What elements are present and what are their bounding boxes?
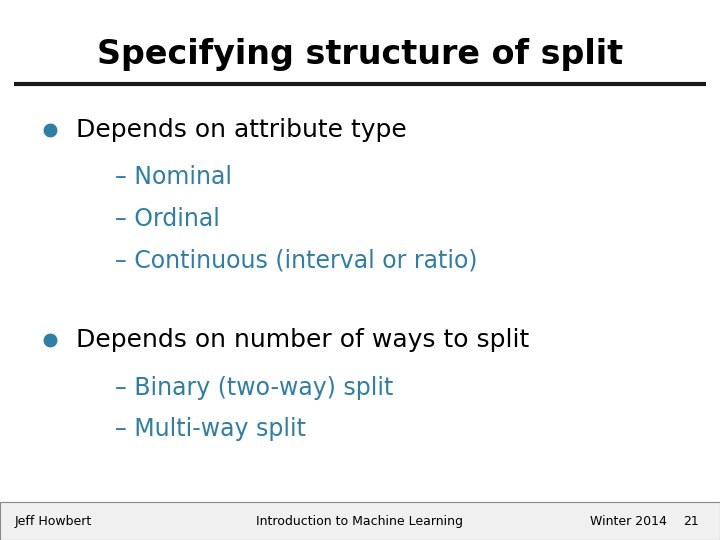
Text: – Continuous (interval or ratio): – Continuous (interval or ratio) xyxy=(115,248,477,272)
Text: Introduction to Machine Learning: Introduction to Machine Learning xyxy=(256,515,464,528)
Text: – Binary (two-way) split: – Binary (two-way) split xyxy=(115,376,394,400)
Text: Jeff Howbert: Jeff Howbert xyxy=(14,515,91,528)
Text: – Multi-way split: – Multi-way split xyxy=(115,417,306,441)
Text: Winter 2014: Winter 2014 xyxy=(590,515,667,528)
FancyBboxPatch shape xyxy=(0,502,720,540)
Text: Depends on number of ways to split: Depends on number of ways to split xyxy=(76,328,529,352)
Text: – Ordinal: – Ordinal xyxy=(115,207,220,231)
Text: Depends on attribute type: Depends on attribute type xyxy=(76,118,406,141)
Text: Specifying structure of split: Specifying structure of split xyxy=(97,38,623,71)
Text: 21: 21 xyxy=(683,515,698,528)
Text: – Nominal: – Nominal xyxy=(115,165,232,189)
